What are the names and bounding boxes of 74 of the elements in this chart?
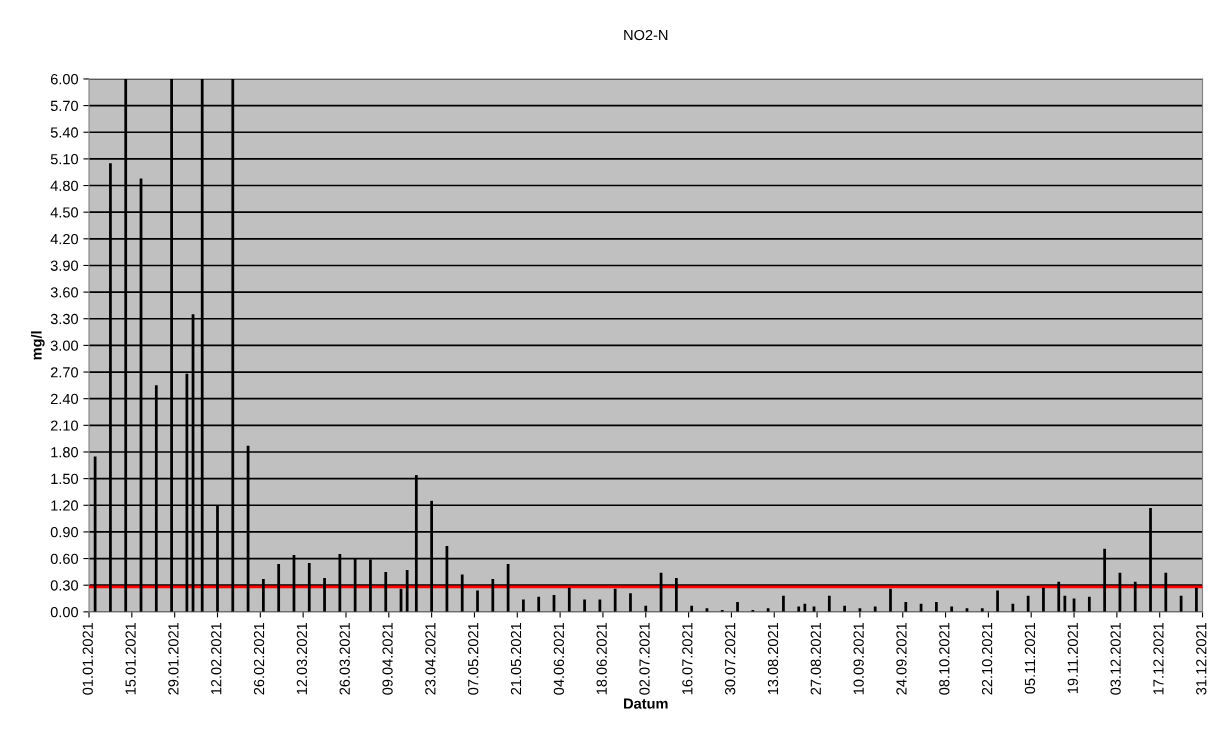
x-tick-label: 15.01.2021	[125, 622, 136, 695]
x-tick-label: 30.07.2021	[725, 622, 736, 695]
y-tick-label: 4.80	[50, 180, 79, 191]
bar	[567, 587, 571, 612]
bar	[1011, 603, 1015, 612]
x-tick-label: 23.04.2021	[425, 622, 436, 695]
y-tick-label: 0.30	[50, 580, 79, 591]
x-tick-label: 03.12.2021	[1110, 622, 1121, 695]
bar	[629, 593, 632, 612]
bar	[583, 599, 586, 612]
bar	[522, 599, 525, 612]
bar	[1042, 587, 1045, 612]
bar	[1063, 595, 1067, 612]
y-tick-label: 3.60	[50, 287, 79, 298]
x-tick-label: 04.06.2021	[553, 622, 565, 695]
bar	[935, 602, 938, 612]
bar	[537, 596, 541, 612]
y-tick-label: 0.90	[50, 527, 79, 538]
x-tick-label: 18.06.2021	[596, 622, 607, 695]
x-tick-label: 22.10.2021	[981, 622, 993, 695]
y-tick-label: 3.30	[50, 313, 79, 325]
chart-title: NO2-N	[624, 29, 668, 41]
x-tick-label: 19.11.2021	[1067, 622, 1078, 694]
bar	[1195, 587, 1198, 612]
x-tick-label: 08.10.2021	[939, 622, 950, 695]
x-tick-label: 31.12.2021	[1196, 622, 1207, 695]
x-tick-label: 12.03.2021	[296, 622, 308, 695]
bar	[803, 603, 807, 612]
x-tick-label: 12.02.2021	[211, 622, 222, 695]
x-tick-label: 10.09.2021	[853, 622, 864, 695]
bar	[996, 590, 999, 612]
x-tick-label: 26.03.2021	[339, 622, 350, 695]
y-tick-label: 2.40	[50, 393, 79, 405]
y-tick-label: 0.00	[50, 606, 79, 618]
y-tick-label: 2.10	[50, 420, 79, 431]
bar	[736, 602, 739, 612]
bar	[766, 608, 770, 612]
bar	[904, 602, 908, 612]
x-tick-label: 29.01.2021	[168, 622, 179, 695]
bar	[613, 588, 617, 612]
x-tick-label: 02.07.2021	[639, 622, 650, 695]
bar	[980, 608, 984, 612]
x-tick-label: 09.04.2021	[382, 622, 393, 695]
bar	[1087, 596, 1091, 612]
y-tick-label: 3.00	[50, 340, 79, 351]
x-tick-label: 21.05.2021	[510, 622, 522, 695]
y-tick-label: 0.60	[50, 553, 79, 564]
bar	[782, 595, 785, 612]
bar	[889, 588, 892, 612]
y-tick-label: 1.80	[51, 447, 79, 458]
x-tick-label: 26.02.2021	[253, 622, 265, 695]
bar	[1026, 595, 1030, 612]
y-tick-label: 5.40	[50, 127, 79, 138]
y-tick-label: 5.70	[50, 100, 79, 112]
x-tick-label: 24.09.2021	[896, 622, 907, 695]
y-axis-title: mg/l	[31, 331, 45, 360]
y-tick-label: 5.10	[50, 153, 79, 165]
x-tick-label: 01.01.2021	[82, 622, 93, 695]
y-tick-label: 6.00	[50, 74, 79, 85]
bar	[476, 590, 479, 612]
bar	[827, 595, 831, 612]
x-tick-label: 05.11.2021	[1024, 622, 1036, 694]
x-tick-label: 07.05.2021	[468, 622, 479, 695]
x-axis-title: Datum	[624, 698, 668, 709]
y-tick-label: 4.20	[50, 233, 79, 245]
y-tick-label: 2.70	[50, 367, 79, 378]
x-tick-label: 13.08.2021	[767, 622, 779, 695]
x-tick-label: 27.08.2021	[810, 622, 821, 695]
y-tick-label: 4.50	[50, 207, 79, 218]
y-tick-label: 3.90	[50, 260, 79, 271]
y-tick-label: 1.20	[51, 500, 79, 511]
y-tick-label: 1.50	[51, 473, 79, 485]
x-tick-label: 16.07.2021	[682, 622, 693, 695]
x-tick-label: 17.12.2021	[1153, 622, 1164, 695]
